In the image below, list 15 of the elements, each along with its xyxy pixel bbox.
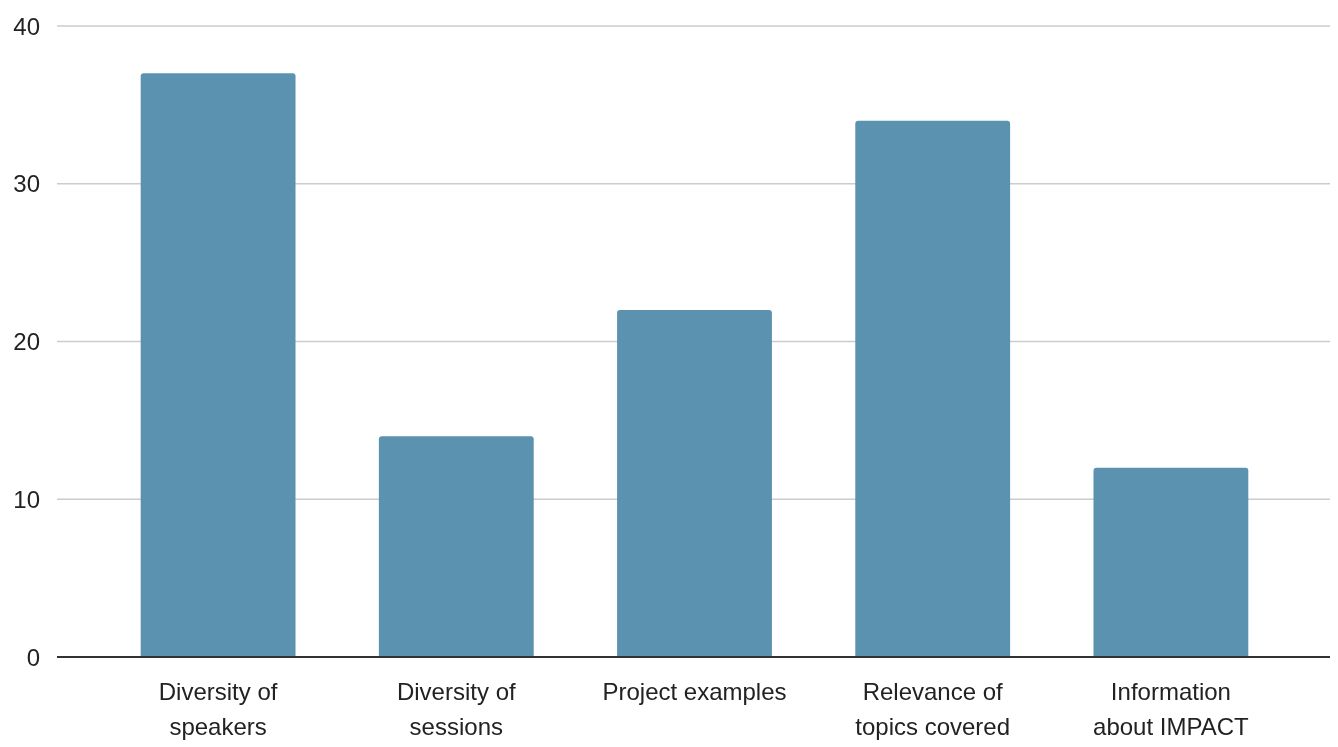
y-tick-label: 10 — [13, 485, 40, 513]
bar — [140, 73, 296, 657]
x-tick-label: Relevance of topics covered — [855, 678, 1011, 740]
x-tick-label: Project examples — [602, 678, 787, 705]
x-tick-label: Information about IMPACT — [1093, 678, 1250, 740]
bar — [855, 120, 1011, 657]
bar — [617, 309, 772, 657]
y-tick-label: 40 — [13, 12, 40, 40]
bar — [378, 436, 534, 657]
y-tick-label: 30 — [13, 170, 40, 198]
y-tick-label: 0 — [26, 643, 40, 671]
bar — [1093, 467, 1249, 657]
y-tick-label: 20 — [13, 328, 40, 355]
x-tick-label: Diversity of sessions — [396, 678, 516, 740]
x-tick-label: Diversity of speakers — [158, 678, 278, 740]
